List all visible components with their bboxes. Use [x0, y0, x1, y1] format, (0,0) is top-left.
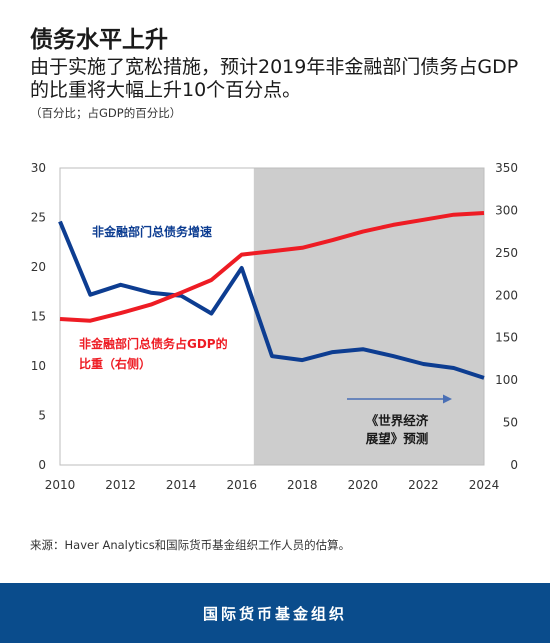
growth-series-label: 非金融部门总债务增速 [92, 224, 212, 239]
x-tick-label: 2014 [166, 478, 197, 492]
x-tick-label: 2018 [287, 478, 318, 492]
y-left-tick-label: 20 [31, 260, 46, 274]
growth-series-line [58, 220, 485, 380]
ratio-series-line [59, 211, 485, 323]
x-tick-label: 2022 [408, 478, 439, 492]
forecast-label-line1: 《世界经济 [366, 413, 429, 428]
y-right-tick-label: 350 [495, 161, 518, 175]
y-left-tick-label: 10 [31, 359, 46, 373]
ratio-series-label-line1: 非金融部门总债务占GDP的 [79, 336, 228, 351]
x-tick-label: 2012 [105, 478, 136, 492]
ratio-series-label-line2: 比重（右侧） [79, 356, 151, 371]
chart-subtitle: 由于实施了宽松措施，预计2019年非金融部门债务占GDP的比重将大幅上升10个百… [30, 56, 519, 101]
y-left-tick-label: 5 [38, 409, 46, 423]
x-tick-label: 2010 [45, 478, 76, 492]
chart-title: 债务水平上升 [30, 27, 168, 53]
plot-frame [59, 167, 485, 466]
y-right-tick-label: 150 [495, 331, 518, 345]
footer-org-name: 国际货币基金组织 [202, 604, 347, 623]
source-note: 来源：Haver Analytics和国际货币基金组织工作人员的估算。 [30, 538, 351, 552]
line-chart: 0 5 10 15 20 25 30 0 50 100 150 200 250 300 350 2010 2… [31, 161, 518, 492]
x-tick-label: 2020 [348, 478, 379, 492]
footer-bar: 国际货币基金组织 [0, 583, 550, 643]
y-right-tick-label: 300 [495, 203, 518, 217]
y-left-tick-label: 25 [31, 211, 46, 225]
y-left-tick-label: 0 [38, 458, 46, 472]
y-left-tick-label: 30 [31, 161, 46, 175]
x-tick-label: 2024 [469, 478, 500, 492]
y-right-tick-label: 250 [495, 246, 518, 260]
y-right-tick-label: 100 [495, 373, 518, 387]
y-right-tick-label: 50 [503, 416, 518, 430]
y-right-tick-label: 0 [510, 458, 518, 472]
y-left-tick-label: 15 [31, 310, 46, 324]
x-tick-label: 2016 [226, 478, 257, 492]
units-note: （百分比；占GDP的百分比） [30, 106, 182, 120]
forecast-label-line2: 展望》预测 [366, 431, 429, 446]
y-right-tick-label: 200 [495, 288, 518, 302]
forecast-arrow-head [443, 394, 452, 404]
